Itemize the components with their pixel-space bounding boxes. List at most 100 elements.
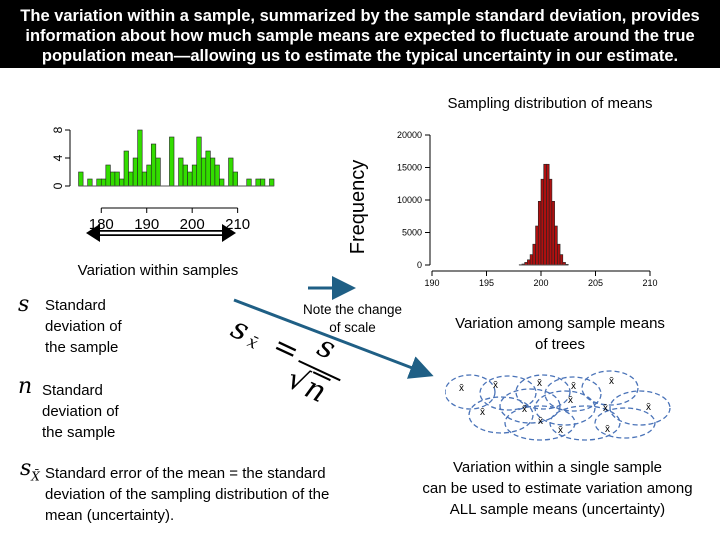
histogram-bar [540, 178, 545, 266]
symbol-n: n [18, 374, 33, 399]
bottom-conclusion: Variation within a single sample can be … [395, 457, 720, 520]
histogram-bar [232, 171, 238, 187]
def-line: deviation of [45, 318, 122, 335]
histogram-bar [537, 201, 542, 266]
formula-numerator: s [311, 328, 341, 368]
se-subscript: X̄ [31, 469, 40, 484]
note-line: of scale [329, 320, 376, 335]
headline-text: The variation within a sample, summarize… [20, 7, 700, 65]
sample-ellipse [609, 390, 671, 426]
histogram-bar [205, 150, 211, 187]
headline-banner: The variation within a sample, summarize… [0, 0, 720, 68]
conclusion-line: can be used to estimate variation among [422, 480, 693, 497]
histogram-bar [132, 157, 138, 187]
histogram-bar [246, 178, 252, 187]
histogram-bar [155, 157, 161, 187]
x-tick-label: 210 [642, 278, 657, 288]
sample-mean-label: x̄ [609, 376, 614, 387]
label-line: of trees [534, 336, 586, 353]
histogram-bar [559, 254, 564, 266]
def-line: Standard [42, 382, 103, 399]
sample-ellipse [544, 376, 602, 412]
histogram-bar [110, 171, 116, 187]
sample-mean-label: x̄ [558, 425, 563, 436]
histogram-bar [255, 178, 261, 187]
x-tick-label: 210 [225, 216, 250, 233]
symbol-s: s [18, 292, 30, 317]
histogram-bar [137, 129, 143, 187]
histogram-bar [557, 243, 561, 266]
sample-mean-label: x̄ [603, 403, 608, 414]
sample-ellipse [581, 370, 639, 406]
sample-mean-label: x̄ [480, 407, 485, 418]
histogram-bar [200, 157, 207, 187]
sample-ellipse [515, 374, 571, 410]
se-symbol: s [20, 456, 32, 481]
histogram-bar [191, 164, 198, 187]
conclusion-line: ALL sample means (uncertainty) [449, 501, 666, 518]
histogram-bar [260, 178, 266, 187]
formula-subscript: x̄ [244, 331, 261, 353]
def-line: Standard [45, 297, 106, 314]
within-samples-label: Variation within samples [77, 262, 239, 279]
def-line: deviation of [42, 403, 119, 420]
symbol-standard-error: sX̄ [20, 456, 40, 483]
histogram-bar [527, 259, 531, 266]
sample-mean-label: x̄ [537, 378, 542, 389]
histogram-bar [119, 178, 125, 187]
sampling-dist-title: Sampling distribution of means [447, 95, 653, 112]
label-line: Variation among sample means [455, 315, 665, 332]
histogram-bar [87, 178, 93, 187]
definition-standard-error: Standard error of the mean = the standar… [45, 463, 329, 526]
sample-ellipse [499, 388, 561, 424]
histogram-bar [269, 178, 275, 187]
histogram-bar [114, 171, 120, 187]
def-line: the sample [42, 424, 116, 441]
sample-mean-label: x̄ [568, 395, 573, 406]
histogram-bar [141, 171, 148, 187]
histogram-bar [123, 150, 129, 187]
sample-mean-label: x̄ [493, 380, 498, 391]
histogram-bar [532, 243, 536, 266]
note-change-of-scale: Note the change of scale [290, 301, 415, 337]
x-tick-label: 200 [180, 216, 205, 233]
histogram-bar [219, 178, 225, 187]
among-means-label: Variation among sample means of trees [420, 313, 700, 355]
note-line: Note the change [302, 302, 403, 317]
sample-ellipse [534, 390, 596, 426]
y-tick-label: 20000 [397, 130, 422, 140]
histogram-bar [100, 178, 107, 187]
sample-ellipse [479, 375, 537, 411]
y-tick-label: 4 [51, 154, 65, 161]
histogram-bar [196, 136, 202, 187]
y-tick-label: 10000 [397, 195, 422, 205]
histogram-bar [105, 164, 111, 187]
histogram-bar [169, 136, 175, 187]
y-axis-label: Frequency [347, 160, 369, 255]
definition-n: Standard deviation of the sample [42, 380, 119, 443]
histogram-bar [548, 178, 553, 266]
sampling-distribution-histogram: Frequency 190 195 200 205 210 0 5000 10000 15000… [347, 130, 658, 288]
histogram-bar [182, 164, 188, 187]
histogram-bar [178, 157, 184, 187]
histogram-bar [187, 171, 193, 187]
histogram-bar [210, 157, 216, 187]
y-tick-label: 0 [51, 182, 65, 189]
x-tick-label: 190 [134, 216, 159, 233]
histogram-bar [529, 254, 534, 266]
sample-mean-label: x̄ [605, 424, 610, 435]
histogram-bar [96, 178, 102, 187]
def-line: deviation of the sampling distribution o… [45, 486, 330, 503]
x-tick-label: 200 [533, 278, 548, 288]
sample-ellipse [468, 396, 534, 434]
double-arrow-icon [86, 224, 236, 242]
sample-mean-label: x̄ [522, 404, 527, 415]
sample-ellipse [504, 405, 576, 441]
histogram-bar [554, 225, 558, 266]
y-tick-label: 0 [417, 260, 422, 270]
y-tick-label: 15000 [397, 163, 422, 173]
x-tick-label: 195 [479, 278, 494, 288]
histogram-bar [128, 171, 134, 187]
sample-mean-label: x̄ [646, 402, 651, 413]
